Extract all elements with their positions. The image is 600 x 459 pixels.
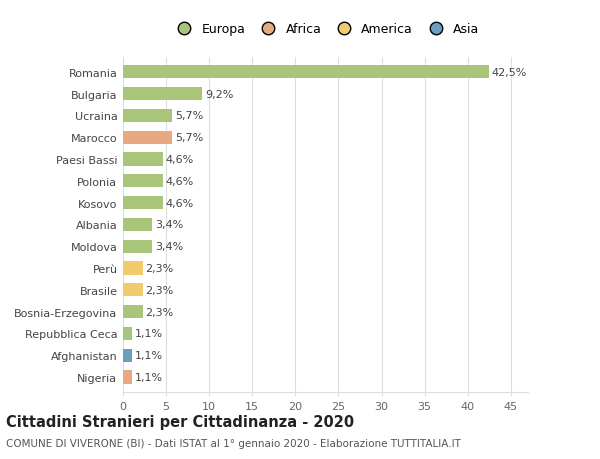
Text: 4,6%: 4,6% [165,198,193,208]
Bar [123,349,133,362]
Legend: Europa, Africa, America, Asia: Europa, Africa, America, Asia [172,23,479,36]
Bar [123,240,152,253]
Text: 2,3%: 2,3% [145,307,173,317]
Text: COMUNE DI VIVERONE (BI) - Dati ISTAT al 1° gennaio 2020 - Elaborazione TUTTITALI: COMUNE DI VIVERONE (BI) - Dati ISTAT al … [6,438,461,448]
Text: 1,1%: 1,1% [135,372,163,382]
Bar [123,262,143,275]
Bar [123,218,152,231]
Text: Cittadini Stranieri per Cittadinanza - 2020: Cittadini Stranieri per Cittadinanza - 2… [6,414,354,429]
Text: 1,1%: 1,1% [135,351,163,360]
Text: 5,7%: 5,7% [175,111,203,121]
Bar [123,66,489,79]
Text: 3,4%: 3,4% [155,220,183,230]
Bar [123,327,133,340]
Bar [123,88,202,101]
Bar [123,284,143,297]
Text: 42,5%: 42,5% [492,67,527,78]
Bar [123,175,163,188]
Text: 9,2%: 9,2% [205,90,233,99]
Text: 2,3%: 2,3% [145,263,173,274]
Bar [123,110,172,123]
Text: 4,6%: 4,6% [165,155,193,165]
Bar [123,371,133,384]
Text: 5,7%: 5,7% [175,133,203,143]
Bar [123,131,172,145]
Bar [123,305,143,319]
Bar [123,196,163,210]
Text: 2,3%: 2,3% [145,285,173,295]
Bar [123,153,163,166]
Text: 1,1%: 1,1% [135,329,163,339]
Text: 4,6%: 4,6% [165,176,193,186]
Text: 3,4%: 3,4% [155,242,183,252]
